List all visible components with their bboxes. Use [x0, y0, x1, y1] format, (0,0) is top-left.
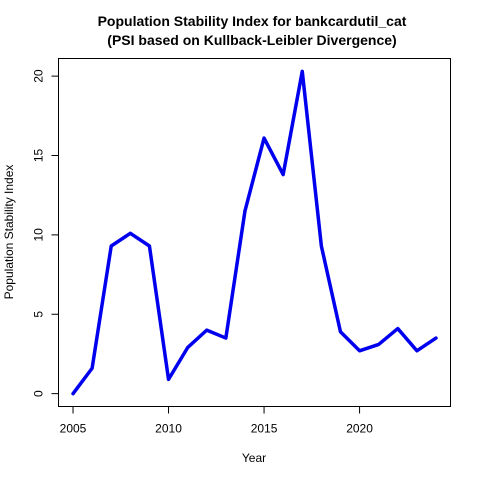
- y-axis: 0 5 10 15 20: [32, 69, 59, 397]
- y-tick-label: 10: [32, 228, 46, 242]
- y-axis-label: Population Stability Index: [2, 165, 16, 300]
- series-layer: [71, 69, 438, 396]
- x-tick-label: 2020: [346, 422, 373, 436]
- x-tick-label: 2010: [155, 422, 182, 436]
- x-tick-label: 2015: [251, 422, 278, 436]
- chart-title: Population Stability Index for bankcardu…: [98, 13, 407, 29]
- psi-series-line: [71, 69, 438, 396]
- plot-frame: [58, 58, 451, 407]
- x-axis: 2005 2010 2015 2020: [60, 406, 373, 436]
- chart-subtitle: (PSI based on Kullback-Leibler Divergenc…: [107, 32, 396, 48]
- y-tick-label: 0: [32, 390, 46, 397]
- y-tick-label: 20: [32, 69, 46, 83]
- y-tick-label: 15: [32, 149, 46, 163]
- x-tick-label: 2005: [60, 422, 87, 436]
- y-tick-label: 5: [32, 311, 46, 318]
- x-axis-label: Year: [242, 451, 266, 465]
